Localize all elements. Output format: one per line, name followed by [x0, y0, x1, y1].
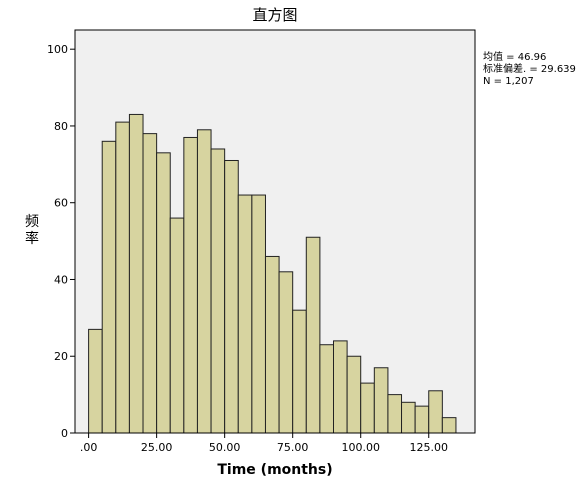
y-tick-label: 60 [54, 197, 68, 210]
x-tick-label: 25.00 [141, 441, 173, 454]
histogram-bar [128, 113, 144, 434]
histogram-bar [196, 129, 212, 434]
stat-std-dev: 标准偏差. = 29.639 [483, 62, 576, 75]
y-tick-label: 0 [61, 427, 68, 440]
chart-title: 直方图 [252, 6, 297, 24]
histogram-bar [264, 255, 280, 434]
histogram-bar [142, 133, 158, 434]
histogram-bar [319, 344, 335, 434]
x-tick-label: 50.00 [209, 441, 241, 454]
stat-mean: 均值 = 46.96 [483, 50, 546, 63]
x-axis-label: Time (months) [217, 462, 332, 478]
histogram-bar [224, 159, 239, 434]
histogram-bar [251, 194, 266, 434]
histogram-bar [169, 217, 185, 434]
histogram-bar [210, 148, 226, 434]
histogram-bar [88, 328, 103, 434]
bars-group [88, 113, 457, 434]
histogram-bar [387, 394, 403, 434]
y-tick-label: 40 [54, 273, 68, 286]
histogram-bar [428, 390, 443, 434]
x-tick-label: 125.00 [409, 441, 448, 454]
histogram-bar [305, 236, 321, 434]
x-tick-label: 75.00 [277, 441, 309, 454]
stats-box: 均值 = 46.96 标准偏差. = 29.639 N = 1,207 [483, 50, 576, 87]
histogram-bar [101, 140, 117, 434]
stat-n: N = 1,207 [483, 76, 534, 87]
histogram-bar [278, 271, 294, 434]
x-tick-label: .00 [80, 441, 98, 454]
histogram-bar [441, 417, 457, 434]
y-tick-label: 20 [54, 350, 68, 363]
histogram-bar [115, 121, 130, 434]
histogram-bar [360, 382, 375, 434]
histogram-bar [373, 367, 389, 434]
y-tick-label: 100 [47, 43, 68, 56]
axes-group [74, 30, 475, 434]
histogram-bar [401, 401, 416, 434]
y-tick-label: 80 [54, 120, 68, 133]
histogram-bar [346, 355, 362, 434]
histogram-bar [237, 194, 253, 434]
histogram-bar [156, 152, 171, 434]
histogram-bar [414, 405, 430, 434]
histogram-bar [292, 309, 307, 434]
y-axis-label: 频率 [25, 214, 39, 247]
histogram-bar [333, 340, 348, 434]
histogram-bar [183, 136, 198, 434]
x-tick-label: 100.00 [341, 441, 380, 454]
